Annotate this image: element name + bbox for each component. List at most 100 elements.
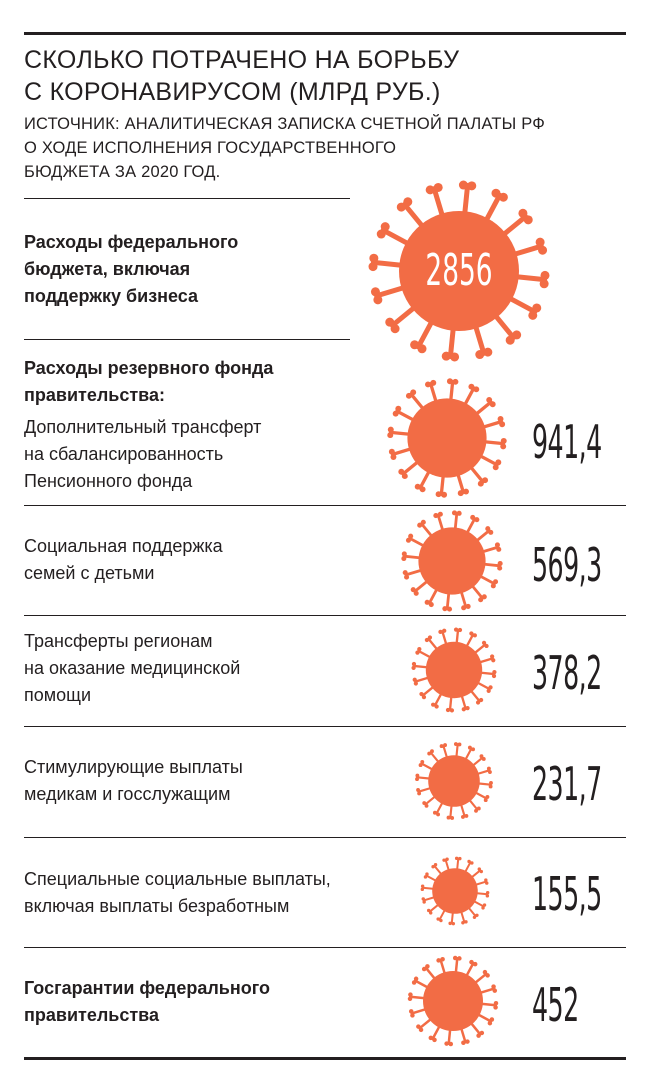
virus-knob [491, 673, 497, 679]
divider-2 [24, 339, 350, 340]
virus-spike [470, 869, 482, 879]
virus-knob [461, 707, 466, 712]
virus-knob [417, 791, 422, 796]
virus-knob [490, 583, 496, 589]
virus-spike [473, 880, 488, 886]
virus-knob [452, 378, 459, 385]
virus-knob [474, 808, 478, 813]
virus-knob [474, 517, 480, 523]
virus-knob [485, 894, 490, 898]
virus-spike [418, 469, 431, 490]
virus-knob [451, 510, 457, 516]
virus-spike [447, 326, 456, 360]
virus-knob [444, 1041, 449, 1046]
virus-spike [470, 584, 484, 600]
virus-knob [465, 603, 471, 609]
virus-knob [420, 884, 425, 888]
virus-knob [388, 448, 395, 455]
virus-knob [405, 392, 412, 399]
virus-knob [497, 415, 504, 422]
virus-knob [432, 1037, 437, 1043]
virus-knob [468, 383, 475, 390]
virus-knob [475, 350, 485, 360]
value-medical-transfers: 378,2 [532, 646, 602, 700]
virus-knob [495, 459, 502, 466]
virus-knob [445, 707, 451, 713]
virus-spike [422, 896, 437, 902]
virus-knob [497, 565, 503, 571]
virus-spike [459, 589, 468, 609]
virus-knob [491, 984, 496, 989]
virus-spike [473, 643, 487, 655]
virus-knob [413, 681, 418, 686]
virus-knob [479, 754, 484, 759]
virus-spike [412, 664, 430, 669]
label-medical-line-1: Трансферты регионам [24, 631, 213, 651]
virus-knob [485, 881, 489, 885]
virus-knob [490, 654, 495, 659]
label-medical-line-3: помощи [24, 685, 92, 705]
virus-knob [476, 806, 481, 811]
value-pension-transfer: 941,4 [532, 415, 602, 469]
virus-knob [443, 743, 447, 748]
source-line-2: о ходе исполнения государственного [24, 139, 397, 157]
virus-knob [467, 745, 472, 750]
virus-spike [460, 693, 467, 710]
virus-knob [478, 697, 484, 703]
virus-spike [402, 554, 422, 560]
virus-knob [425, 185, 435, 195]
virus-spike [435, 800, 444, 815]
virus-knob [411, 661, 417, 667]
divider-6 [24, 837, 626, 838]
title-line-2: с коронавирусом (млрд руб.) [24, 78, 441, 106]
value-family-support: 569,3 [532, 538, 602, 592]
label-unemployment-line-1: Специальные социальные выплаты, [24, 869, 331, 889]
virus-knob [457, 627, 463, 633]
label-federal-budget-line-1: Расходы федерального [24, 232, 239, 252]
virus-knob [488, 784, 493, 789]
virus-spike [433, 691, 443, 707]
virus-knob [425, 872, 429, 876]
label-incentive-line-1: Стимулирующие выплаты [24, 757, 243, 777]
virus-knob [408, 533, 414, 539]
virus-spike [464, 747, 473, 762]
virus-knob [404, 574, 410, 580]
virus-spike [395, 409, 416, 422]
virus-glyph [411, 627, 497, 713]
virus-spike [469, 465, 485, 484]
virus-spike [447, 1027, 452, 1046]
virus-knob [420, 759, 425, 764]
virus-knob [429, 911, 433, 915]
value-unemployment-payments: 155,5 [532, 867, 602, 921]
virus-knob [535, 237, 545, 247]
virus-knob [410, 340, 420, 350]
virus-knob [473, 386, 480, 393]
virus-spike [478, 671, 496, 676]
virus-spike [449, 803, 453, 819]
reserve-fund-heading: Расходы резервного фонда правительства: [24, 358, 274, 405]
virus-knob [477, 867, 481, 871]
virus-knob [488, 685, 493, 690]
virus-knob [492, 669, 497, 675]
virus-knob [472, 961, 478, 967]
virus-glyph [415, 742, 493, 820]
source-note: Источник: аналитическая записка Счетной … [24, 112, 614, 184]
virus-spike [475, 681, 491, 691]
virus-knob [417, 647, 422, 652]
virus-knob [421, 694, 427, 700]
virus-knob [427, 635, 433, 640]
virus-spike [453, 511, 459, 531]
divider-5 [24, 726, 626, 727]
virus-spike [413, 979, 430, 990]
virus-knob [422, 801, 427, 805]
virus-knob [493, 1000, 499, 1006]
virus-knob [410, 389, 417, 396]
virus-knob [458, 856, 462, 861]
divider-7 [24, 947, 626, 948]
virus-knob [487, 1020, 493, 1026]
virus-spike [425, 874, 438, 883]
virus-knob [481, 906, 485, 910]
virus-knob [447, 606, 453, 612]
virus-knob [433, 862, 438, 867]
virus-knob [416, 788, 421, 792]
